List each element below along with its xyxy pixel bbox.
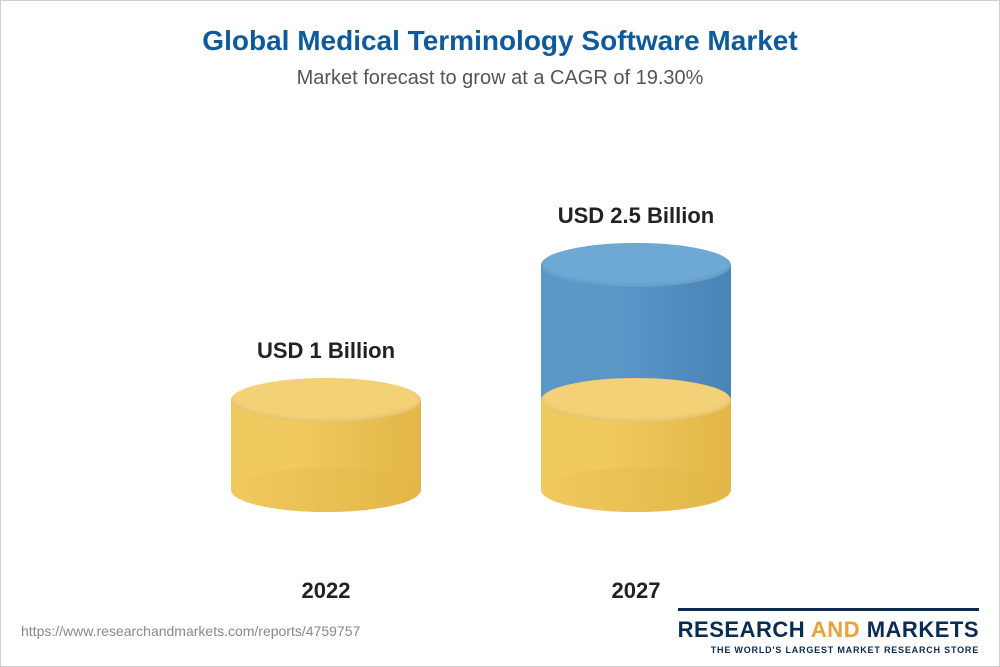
cylinder-bottom-ellipse [541,468,731,512]
cylinder-top-ellipse [541,243,731,287]
logo-word-3: MARKETS [867,617,979,642]
logo-text: RESEARCH AND MARKETS [678,617,979,643]
value-label-2027: USD 2.5 Billion [526,203,746,229]
chart-area: USD 1 Billion2022USD 2.5 Billion2027 [1,110,999,550]
logo-tagline: THE WORLD'S LARGEST MARKET RESEARCH STOR… [678,645,979,655]
source-url: https://www.researchandmarkets.com/repor… [21,623,360,639]
logo-block: RESEARCH AND MARKETS THE WORLD'S LARGEST… [678,608,979,655]
footer: https://www.researchandmarkets.com/repor… [1,604,999,666]
logo-word-1: RESEARCH [678,617,805,642]
chart-subtitle: Market forecast to grow at a CAGR of 19.… [1,67,999,90]
cylinder-bottom-ellipse [231,468,421,512]
year-label-2027: 2027 [541,578,731,604]
year-label-2022: 2022 [231,578,421,604]
cylinder-top-ellipse [541,378,731,422]
cylinder-body-2027 [541,265,731,490]
cylinder-body-2022 [231,400,421,490]
value-label-2022: USD 1 Billion [216,338,436,364]
logo-word-2: AND [811,617,860,642]
chart-title: Global Medical Terminology Software Mark… [1,1,999,57]
cylinder-top-ellipse [231,378,421,422]
